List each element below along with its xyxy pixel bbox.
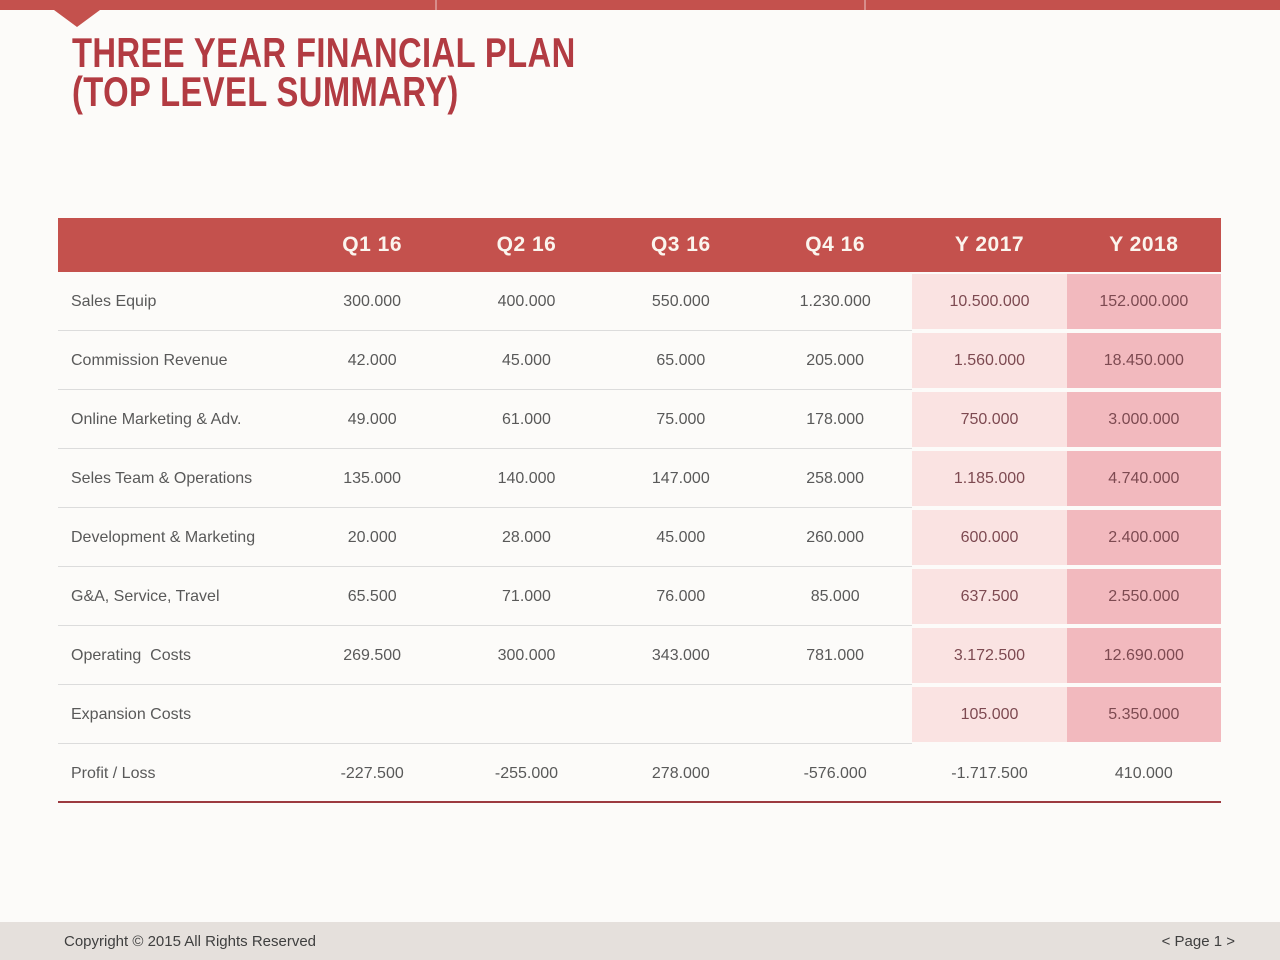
copyright-text: Copyright © 2015 All Rights Reserved	[64, 932, 317, 950]
row-label: Development & Marketing	[71, 528, 256, 546]
value-cell: 76.000	[656, 587, 706, 605]
value-cell: 260.000	[806, 528, 865, 546]
header-cell: Y 2018	[1109, 233, 1179, 256]
value-cell: -227.500	[340, 764, 404, 782]
value-cell	[758, 685, 912, 744]
value-cell: 300.000	[343, 292, 402, 310]
value-cell: -576.000	[803, 764, 867, 782]
table-row: Online Marketing & Adv. 49.000 61.000 75.00…	[58, 390, 1221, 449]
header-cell: Q1 16	[342, 233, 403, 256]
value-cell: 20.000	[347, 528, 397, 546]
value-cell: 343.000	[651, 646, 710, 664]
value-cell: 18.450.000	[1066, 331, 1221, 390]
table-row: Development & Marketing 20.000 28.000 45.00…	[58, 508, 1221, 567]
table-row: Commission Revenue 42.000 45.000 65.000 205.…	[58, 331, 1221, 390]
value-cell: 12.690.000	[1066, 626, 1221, 685]
row-label: Sales Equip	[71, 292, 157, 310]
value-cell: 600.000	[912, 508, 1067, 567]
title-line-2: (TOP LEVEL SUMMARY)	[72, 68, 459, 116]
value-cell: 65.500	[347, 587, 397, 605]
row-label: Seles Team & Operations	[71, 469, 253, 487]
value-cell: 205.000	[806, 351, 865, 369]
header-cell: Q4 16	[805, 233, 866, 256]
row-label: Online Marketing & Adv.	[71, 410, 242, 428]
value-cell: 152.000.000	[1066, 272, 1221, 331]
table-body: Sales Equip 300.000 400.000 550.000 1.230.00…	[58, 272, 1221, 803]
table-header-row: Q1 16 Q2 16 Q3 16 Q4 16 Y 2017 Y 2018	[58, 218, 1221, 272]
value-cell: 140.000	[497, 469, 556, 487]
row-label: Expansion Costs	[71, 705, 192, 723]
topbar-divider	[435, 0, 437, 10]
table-row: Expansion Costs 105.000 5.350.000	[58, 685, 1221, 744]
value-cell: 105.000	[912, 685, 1067, 744]
value-cell: 42.000	[347, 351, 397, 369]
value-cell: 2.400.000	[1066, 508, 1221, 567]
header-cell: Y 2017	[954, 233, 1025, 256]
table-row: Operating Costs 269.500 300.000 343.000 781.…	[58, 626, 1221, 685]
value-cell: 278.000	[651, 764, 710, 782]
page-indicator: < Page 1 >	[1161, 932, 1235, 950]
value-cell: 65.000	[656, 351, 706, 369]
top-accent-bar	[0, 0, 1280, 10]
value-cell: 258.000	[806, 469, 865, 487]
financial-table: Q1 16 Q2 16 Q3 16 Q4 16 Y 2017 Y 2018 Sales E…	[58, 218, 1221, 803]
value-cell: 1.230.000	[799, 292, 871, 310]
value-cell: -1.717.500	[951, 764, 1028, 782]
row-label: G&A, Service, Travel	[71, 587, 220, 605]
value-cell: 4.740.000	[1066, 449, 1221, 508]
header-cell: Q2 16	[496, 233, 557, 256]
value-cell: 1.185.000	[912, 449, 1067, 508]
value-cell	[449, 685, 603, 744]
value-cell: 781.000	[806, 646, 865, 664]
value-cell: 85.000	[810, 587, 860, 605]
value-cell: 178.000	[806, 410, 865, 428]
row-label: Commission Revenue	[71, 351, 228, 369]
table-row: Profit / Loss -227.500 -255.000 278.000 -576…	[58, 744, 1221, 803]
value-cell: 5.350.000	[1066, 685, 1221, 744]
footer-bar: Copyright © 2015 All Rights Reserved < P…	[0, 922, 1280, 960]
value-cell: 135.000	[343, 469, 402, 487]
page-title: THREE YEAR FINANCIAL PLAN (TOP LEVEL SUMM…	[72, 32, 576, 113]
value-cell: 61.000	[502, 410, 551, 428]
value-cell: 75.000	[656, 410, 706, 428]
value-cell: 410.000	[1114, 764, 1173, 782]
title-line-1: THREE YEAR FINANCIAL PLAN	[72, 29, 576, 76]
table-row: G&A, Service, Travel 65.500 71.000 76.000 85…	[58, 567, 1221, 626]
value-cell: 400.000	[497, 292, 556, 310]
value-cell: 1.560.000	[912, 331, 1067, 390]
value-cell: 45.000	[656, 528, 706, 546]
value-cell: 550.000	[651, 292, 710, 310]
value-cell: 637.500	[912, 567, 1067, 626]
table-row: Seles Team & Operations 135.000 140.000 147…	[58, 449, 1221, 508]
value-cell: 3.000.000	[1066, 390, 1221, 449]
bookmark-notch-icon	[54, 10, 100, 27]
value-cell: 28.000	[502, 528, 551, 546]
value-cell: -255.000	[494, 764, 559, 782]
topbar-divider	[864, 0, 866, 10]
value-cell: 269.500	[343, 646, 402, 664]
value-cell: 3.172.500	[912, 626, 1067, 685]
header-cell: Q3 16	[650, 233, 711, 256]
value-cell: 147.000	[651, 469, 710, 487]
value-cell: 71.000	[502, 587, 551, 605]
value-cell: 49.000	[347, 410, 397, 428]
table-row: Sales Equip 300.000 400.000 550.000 1.230.00…	[58, 272, 1221, 331]
value-cell	[295, 685, 449, 744]
value-cell	[604, 685, 758, 744]
value-cell: 45.000	[502, 351, 551, 369]
value-cell: 2.550.000	[1066, 567, 1221, 626]
value-cell: 300.000	[497, 646, 556, 664]
value-cell: 10.500.000	[912, 272, 1067, 331]
value-cell: 750.000	[912, 390, 1067, 449]
row-label: Profit / Loss	[71, 764, 156, 782]
row-label: Operating Costs	[71, 646, 192, 664]
